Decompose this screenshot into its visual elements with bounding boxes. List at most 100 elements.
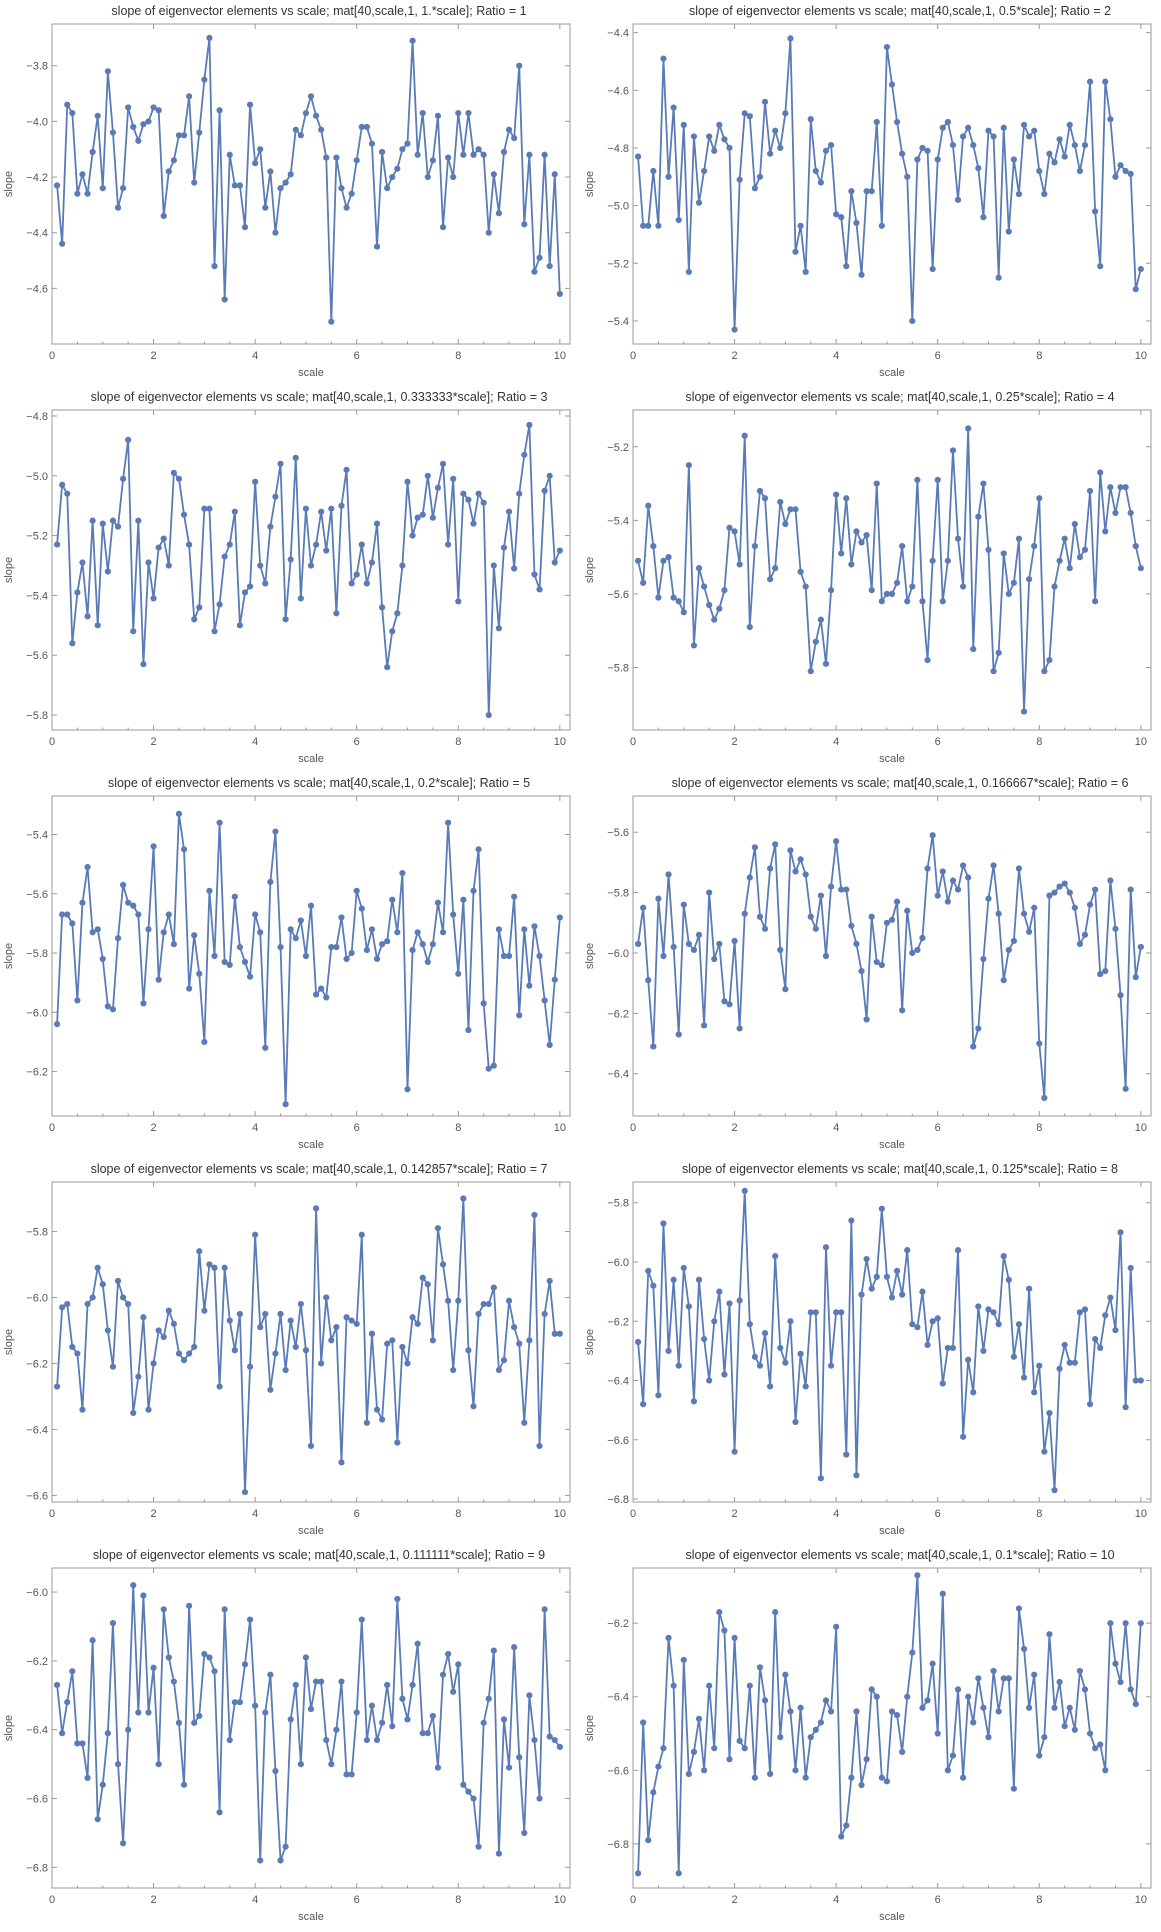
- data-point: [899, 1291, 906, 1298]
- data-point: [429, 1712, 436, 1720]
- data-point: [145, 926, 152, 933]
- data-point: [526, 151, 533, 158]
- data-point: [888, 1708, 896, 1715]
- data-point: [944, 557, 951, 564]
- data-point: [409, 37, 416, 44]
- y-axis-label: slope: [584, 943, 596, 969]
- data-point: [944, 118, 951, 126]
- data-point: [384, 185, 391, 192]
- data-point: [521, 221, 528, 228]
- data-point: [180, 132, 188, 139]
- data-point: [429, 514, 436, 521]
- data-point: [914, 476, 921, 483]
- data-point: [1036, 1040, 1043, 1047]
- series-line: [637, 834, 1142, 1099]
- data-point: [221, 1264, 228, 1271]
- data-point: [868, 188, 875, 195]
- data-point: [797, 1350, 804, 1357]
- data-point: [262, 580, 269, 587]
- data-point: [465, 496, 472, 503]
- chart-svg: slope of eigenvector elements vs scale; …: [3, 1548, 571, 1923]
- data-point: [695, 1715, 703, 1722]
- y-tick-label: −4.8: [607, 143, 629, 155]
- data-point: [186, 93, 193, 100]
- y-tick-label: −6.4: [607, 1376, 629, 1388]
- x-tick-label: 4: [833, 1508, 839, 1520]
- data-point: [822, 1244, 830, 1251]
- data-point: [1097, 1344, 1104, 1352]
- y-tick-label: −5.0: [26, 471, 48, 483]
- data-point: [980, 955, 987, 963]
- data-point: [373, 520, 381, 527]
- data-point: [1010, 1785, 1017, 1792]
- data-point: [434, 899, 442, 906]
- data-point: [772, 1609, 779, 1616]
- data-point: [787, 847, 794, 854]
- data-point: [1051, 889, 1058, 896]
- data-point: [312, 1678, 320, 1685]
- series-line: [56, 1584, 561, 1862]
- data-point: [318, 1678, 325, 1685]
- data-point: [1015, 1605, 1023, 1612]
- data-point: [140, 121, 147, 128]
- data-point: [257, 562, 264, 569]
- data-point: [980, 214, 987, 221]
- x-tick-label: 0: [49, 1894, 55, 1906]
- data-point: [546, 1277, 553, 1285]
- data-point: [495, 1366, 502, 1374]
- data-point: [904, 1247, 911, 1254]
- data-point: [368, 1702, 376, 1709]
- y-tick-label: −5.4: [607, 316, 629, 328]
- data-point: [505, 126, 513, 133]
- data-point: [1010, 1353, 1017, 1360]
- y-tick-label: −4.4: [26, 228, 48, 240]
- data-point: [767, 1770, 774, 1778]
- data-point: [79, 1740, 86, 1747]
- y-tick-label: −5.4: [26, 830, 48, 842]
- data-point: [985, 895, 992, 902]
- data-point: [343, 1771, 350, 1778]
- data-point: [1117, 1229, 1124, 1236]
- data-point: [736, 561, 743, 568]
- data-point: [960, 133, 967, 140]
- data-point: [1097, 263, 1104, 270]
- data-point: [767, 865, 774, 872]
- y-axis-label: slope: [3, 557, 15, 583]
- data-point: [389, 1723, 396, 1730]
- data-point: [858, 1291, 865, 1298]
- data-point: [726, 1756, 733, 1763]
- data-point: [1031, 127, 1038, 134]
- data-point: [135, 137, 142, 144]
- data-point: [226, 541, 233, 548]
- data-point: [439, 1671, 447, 1678]
- data-point: [878, 598, 885, 605]
- data-point: [878, 222, 885, 229]
- data-point: [399, 562, 406, 569]
- x-axis-label: scale: [298, 1525, 324, 1537]
- data-point: [495, 926, 502, 933]
- data-point: [843, 1822, 850, 1829]
- data-point: [384, 1340, 391, 1347]
- y-tick-label: −6.6: [26, 1794, 48, 1806]
- x-tick-label: 0: [49, 350, 55, 362]
- data-point: [160, 535, 167, 542]
- x-tick-label: 4: [833, 736, 839, 748]
- data-point: [460, 1195, 467, 1202]
- y-axis-label: slope: [3, 1715, 15, 1741]
- x-tick-label: 2: [151, 1508, 157, 1520]
- data-point: [505, 1764, 513, 1771]
- data-point: [155, 1761, 162, 1768]
- data-point: [934, 156, 941, 163]
- data-point: [995, 910, 1002, 917]
- data-point: [531, 1211, 538, 1219]
- data-point: [1061, 1723, 1068, 1730]
- data-point: [665, 871, 672, 878]
- data-point: [675, 1031, 682, 1038]
- data-point: [373, 243, 381, 250]
- data-point: [726, 1001, 733, 1008]
- series-line: [637, 427, 1142, 713]
- data-point: [79, 1406, 86, 1413]
- data-point: [1112, 1660, 1119, 1667]
- data-point: [1036, 1752, 1043, 1759]
